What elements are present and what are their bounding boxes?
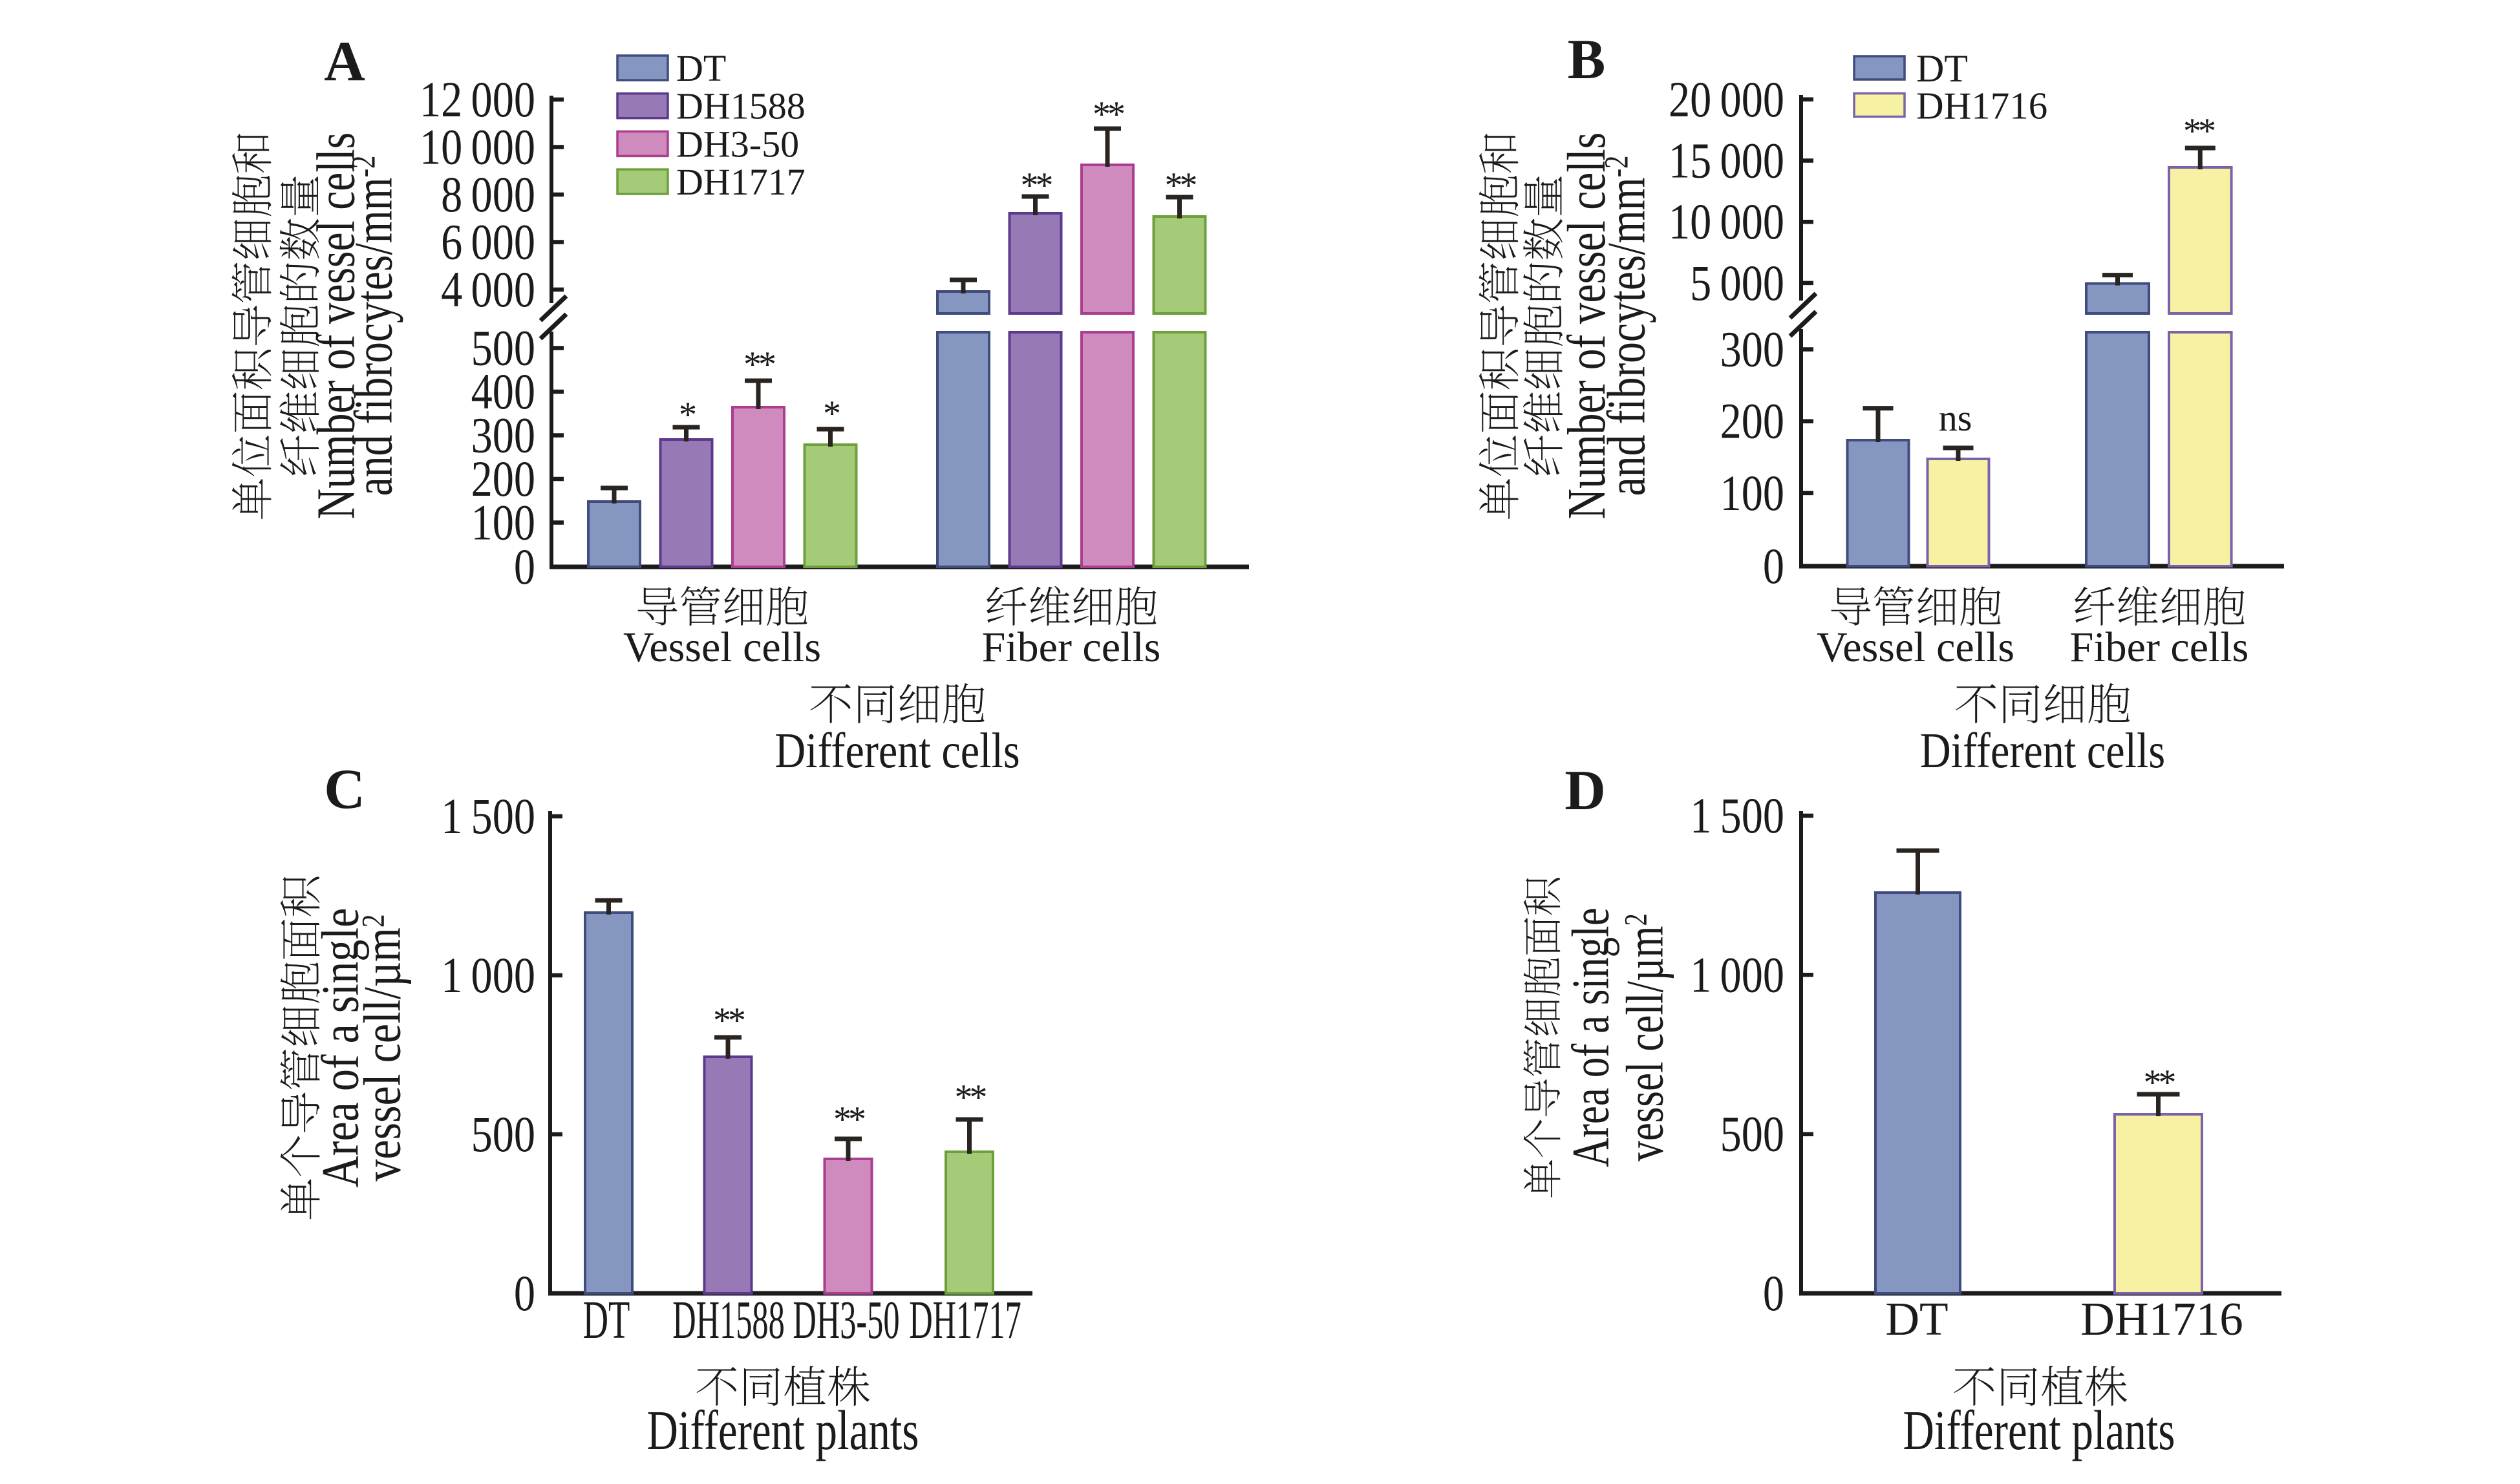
svg-text:**: **: [713, 1001, 745, 1041]
svg-text:100: 100: [471, 495, 535, 551]
svg-text:500: 500: [1720, 1107, 1784, 1162]
svg-text:200: 200: [471, 451, 535, 507]
svg-text:0: 0: [1763, 538, 1784, 594]
svg-text:vessel cell/µm2: vessel cell/µm2: [353, 914, 411, 1181]
svg-text:DH3-50: DH3-50: [793, 1289, 899, 1350]
svg-text:DH1717: DH1717: [909, 1289, 1021, 1350]
svg-text:**: **: [833, 1099, 865, 1140]
svg-text:10 000: 10 000: [1669, 194, 1784, 249]
svg-text:1 000: 1 000: [441, 948, 535, 1003]
svg-text:**: **: [1021, 165, 1052, 206]
svg-text:DH1588: DH1588: [676, 85, 806, 127]
svg-text:Vessel cells: Vessel cells: [1817, 624, 2014, 671]
svg-text:*: *: [823, 394, 840, 434]
svg-text:20 000: 20 000: [1669, 72, 1784, 127]
svg-text:4 000: 4 000: [441, 262, 535, 317]
svg-text:Different plants: Different plants: [1903, 1399, 2175, 1461]
svg-text:5 000: 5 000: [1690, 255, 1784, 311]
svg-text:DT: DT: [1916, 47, 1968, 90]
svg-text:8 000: 8 000: [441, 167, 535, 222]
svg-text:Number of vessel cells: Number of vessel cells: [306, 132, 367, 519]
svg-text:Fiber cells: Fiber cells: [982, 624, 1161, 671]
svg-text:0: 0: [1763, 1266, 1784, 1321]
svg-text:15 000: 15 000: [1669, 133, 1784, 189]
svg-text:0: 0: [514, 539, 535, 595]
svg-text:D: D: [1564, 759, 1606, 822]
svg-text:**: **: [2144, 1063, 2175, 1103]
svg-text:Different plants: Different plants: [647, 1399, 919, 1461]
svg-text:Area of a single: Area of a single: [1561, 907, 1619, 1167]
svg-text:200: 200: [1720, 394, 1784, 449]
svg-text:DH3-50: DH3-50: [676, 123, 799, 165]
svg-text:and fibrocytes/mm-2: and fibrocytes/mm-2: [1597, 156, 1657, 496]
svg-text:**: **: [1165, 165, 1197, 206]
svg-text:400: 400: [471, 364, 535, 419]
svg-text:DH1716: DH1716: [2080, 1293, 2243, 1345]
svg-text:1 500: 1 500: [1690, 788, 1784, 843]
svg-text:**: **: [1093, 94, 1124, 134]
svg-text:**: **: [2183, 111, 2215, 151]
svg-text:Different cells: Different cells: [774, 723, 1020, 778]
svg-text:DH1588: DH1588: [672, 1289, 785, 1350]
svg-text:**: **: [743, 344, 775, 385]
svg-text:500: 500: [471, 1107, 535, 1162]
svg-text:**: **: [955, 1077, 987, 1118]
svg-text:Vessel cells: Vessel cells: [623, 624, 821, 671]
svg-text:B: B: [1568, 28, 1606, 91]
svg-text:1 000: 1 000: [1690, 947, 1784, 1002]
svg-text:100: 100: [1720, 465, 1784, 521]
svg-text:0: 0: [514, 1266, 535, 1321]
svg-text:300: 300: [1720, 322, 1784, 377]
svg-text:1 500: 1 500: [441, 789, 535, 844]
svg-text:DT: DT: [583, 1290, 630, 1350]
svg-text:DT: DT: [676, 47, 726, 89]
svg-text:Number of vessel cells: Number of vessel cells: [1557, 132, 1618, 519]
svg-text:and fibrocytes/mm-2: and fibrocytes/mm-2: [344, 156, 404, 496]
svg-text:DT: DT: [1885, 1293, 1948, 1345]
svg-text:*: *: [679, 395, 696, 435]
svg-text:vessel cell/µm2: vessel cell/µm2: [1615, 913, 1674, 1161]
svg-text:DH1717: DH1717: [676, 161, 806, 203]
svg-text:ns: ns: [1939, 397, 1972, 439]
svg-text:Fiber cells: Fiber cells: [2070, 624, 2249, 671]
svg-text:DH1716: DH1716: [1916, 85, 2047, 127]
svg-text:Area of a single: Area of a single: [311, 908, 369, 1188]
svg-text:10 000: 10 000: [420, 120, 535, 175]
svg-text:6 000: 6 000: [441, 215, 535, 270]
svg-text:Different cells: Different cells: [1920, 723, 2165, 778]
svg-text:C: C: [324, 758, 365, 821]
svg-text:300: 300: [471, 408, 535, 463]
svg-text:12 000: 12 000: [420, 72, 535, 127]
svg-text:500: 500: [471, 321, 535, 376]
svg-text:A: A: [324, 30, 365, 93]
